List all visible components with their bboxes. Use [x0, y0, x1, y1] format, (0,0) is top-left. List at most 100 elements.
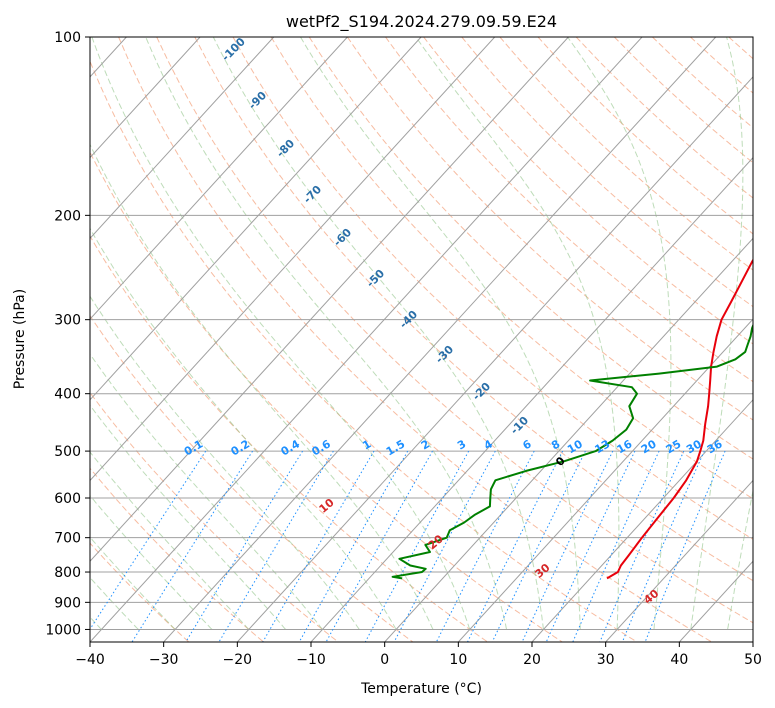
moist-adiabat-line [90, 227, 397, 630]
y-axis-label: Pressure (hPa) [12, 289, 28, 389]
dry-adiabat-line [270, 37, 753, 500]
mixing-ratio-label: 0.1 [182, 437, 205, 458]
dry-adiabat-line [385, 37, 753, 383]
x-tick-label: 30 [597, 652, 615, 668]
moist-adiabat-line [567, 37, 672, 630]
dry-adiabat-line [767, 37, 775, 642]
chart-title: wetPf2_S194.2024.279.09.59.E24 [286, 12, 557, 32]
background-lines [90, 37, 775, 642]
mixing-ratio-label: 16 [615, 437, 635, 456]
dry-adiabat-line [90, 314, 414, 642]
moist-adiabat-line [90, 576, 139, 630]
x-tick-label: −10 [296, 652, 326, 668]
mixing-ratio-label: 36 [705, 437, 725, 456]
sounding-lines [391, 258, 753, 580]
moist-adiabat-line [300, 37, 581, 630]
isotherm-line [90, 37, 275, 240]
dry-adiabat-line [156, 37, 753, 624]
mixing-ratio-line [364, 450, 470, 642]
x-axis-ticks: −40 −30 −20 −10 0 10 20 30 40 50 [75, 642, 762, 668]
moist-adiabat-label: -80 [274, 137, 297, 160]
isotherm-line [90, 37, 496, 482]
mixing-ratio-label: 30 [684, 437, 704, 456]
mixing-ratio-line [298, 450, 409, 642]
dry-adiabat-line [194, 37, 753, 582]
y-tick-label: 600 [54, 491, 81, 507]
isotherm-line [90, 37, 422, 401]
x-tick-label: 0 [380, 652, 389, 668]
moist-adiabat-label: -40 [397, 308, 420, 331]
moist-adiabat-line [415, 37, 620, 630]
mixing-ratio-label: 2 [419, 437, 432, 452]
dry-adiabat-line [575, 37, 753, 199]
mixing-ratio-label: 0.6 [310, 437, 334, 458]
moist-adiabat-line [212, 37, 544, 630]
moist-adiabat-line [145, 37, 508, 630]
mixing-ratio-label: 4 [482, 437, 495, 452]
moist-adiabat-line [90, 404, 286, 630]
mixing-ratio-line [491, 450, 586, 642]
moist-adiabat-line [90, 143, 434, 630]
x-axis-label: Temperature (°C) [360, 681, 482, 697]
moist-adiabat-label: -100 [219, 35, 248, 64]
y-tick-label: 300 [54, 313, 81, 329]
mixing-ratio-label: 3 [455, 437, 468, 452]
y-axis-ticks: 100 200 300 400 500 600 700 800 900 1000 [45, 30, 90, 638]
isotherm-line [163, 37, 717, 642]
mixing-ratio-line [262, 450, 375, 642]
dry-adiabat-label: 10 [317, 496, 337, 516]
dry-adiabat-line [90, 151, 563, 642]
isotherm-line [531, 399, 753, 642]
dry-adiabat-label: 30 [532, 561, 552, 581]
mixing-ratio-line [572, 450, 660, 642]
dry-adiabat-line [423, 37, 753, 345]
mixing-ratio-label: 13 [593, 437, 613, 456]
y-tick-label: 1000 [45, 622, 81, 638]
isotherm-line [752, 641, 753, 642]
x-tick-label: 50 [744, 652, 762, 668]
mixing-ratio-line [467, 450, 564, 642]
y-tick-label: 200 [54, 208, 81, 224]
mixing-ratio-line [218, 450, 334, 642]
temperature-line [606, 258, 753, 580]
plot-frame [89, 36, 754, 643]
mixing-ratio-line [545, 450, 636, 642]
x-tick-label: 40 [670, 652, 688, 668]
mixing-ratio-line [521, 450, 614, 642]
y-tick-label: 100 [54, 30, 81, 46]
dry-adiabat-line [90, 60, 638, 642]
x-tick-label: −30 [149, 652, 179, 668]
isotherm-line [236, 76, 753, 642]
moist-adiabat-line [90, 536, 176, 630]
isotherm-line [90, 37, 348, 320]
dry-adiabat-line [90, 542, 190, 642]
line-labels: 0.1 0.2 0.4 0.6 1 1.5 2 3 4 6 8 10 13 16 20 25 30 3610203… [182, 35, 725, 607]
x-tick-label: −40 [75, 652, 105, 668]
isotherm-line [90, 37, 201, 159]
mixing-ratio-label: 1.5 [384, 437, 407, 458]
moist-adiabat-label: -30 [433, 343, 456, 366]
mixing-ratio-label: 0.4 [279, 437, 303, 458]
isotherm-line [384, 237, 753, 642]
dry-adiabat-line [90, 391, 339, 642]
x-tick-label: −20 [223, 652, 253, 668]
mixing-ratio-line [599, 450, 685, 642]
mixing-ratio-line [185, 450, 304, 642]
moist-adiabat-line [90, 295, 360, 630]
mixing-ratio-label: 0.2 [229, 437, 252, 458]
dry-adiabat-line [90, 467, 264, 642]
dry-adiabat-line [118, 37, 712, 642]
mixing-ratio-line [393, 450, 496, 642]
moist-adiabat-line [90, 353, 323, 630]
dry-adiabat-line [461, 37, 753, 308]
mixing-ratio-label: 6 [521, 437, 534, 452]
y-tick-label: 700 [54, 531, 81, 547]
moist-adiabat-line [90, 451, 250, 630]
dry-adiabat-line [728, 37, 753, 60]
mixing-ratio-line [90, 450, 207, 631]
x-tick-label: 10 [449, 652, 467, 668]
dry-adiabat-label: 40 [641, 587, 661, 607]
mixing-ratio-line [325, 450, 433, 642]
y-tick-label: 500 [54, 444, 81, 460]
moist-adiabat-label: -60 [331, 226, 354, 249]
